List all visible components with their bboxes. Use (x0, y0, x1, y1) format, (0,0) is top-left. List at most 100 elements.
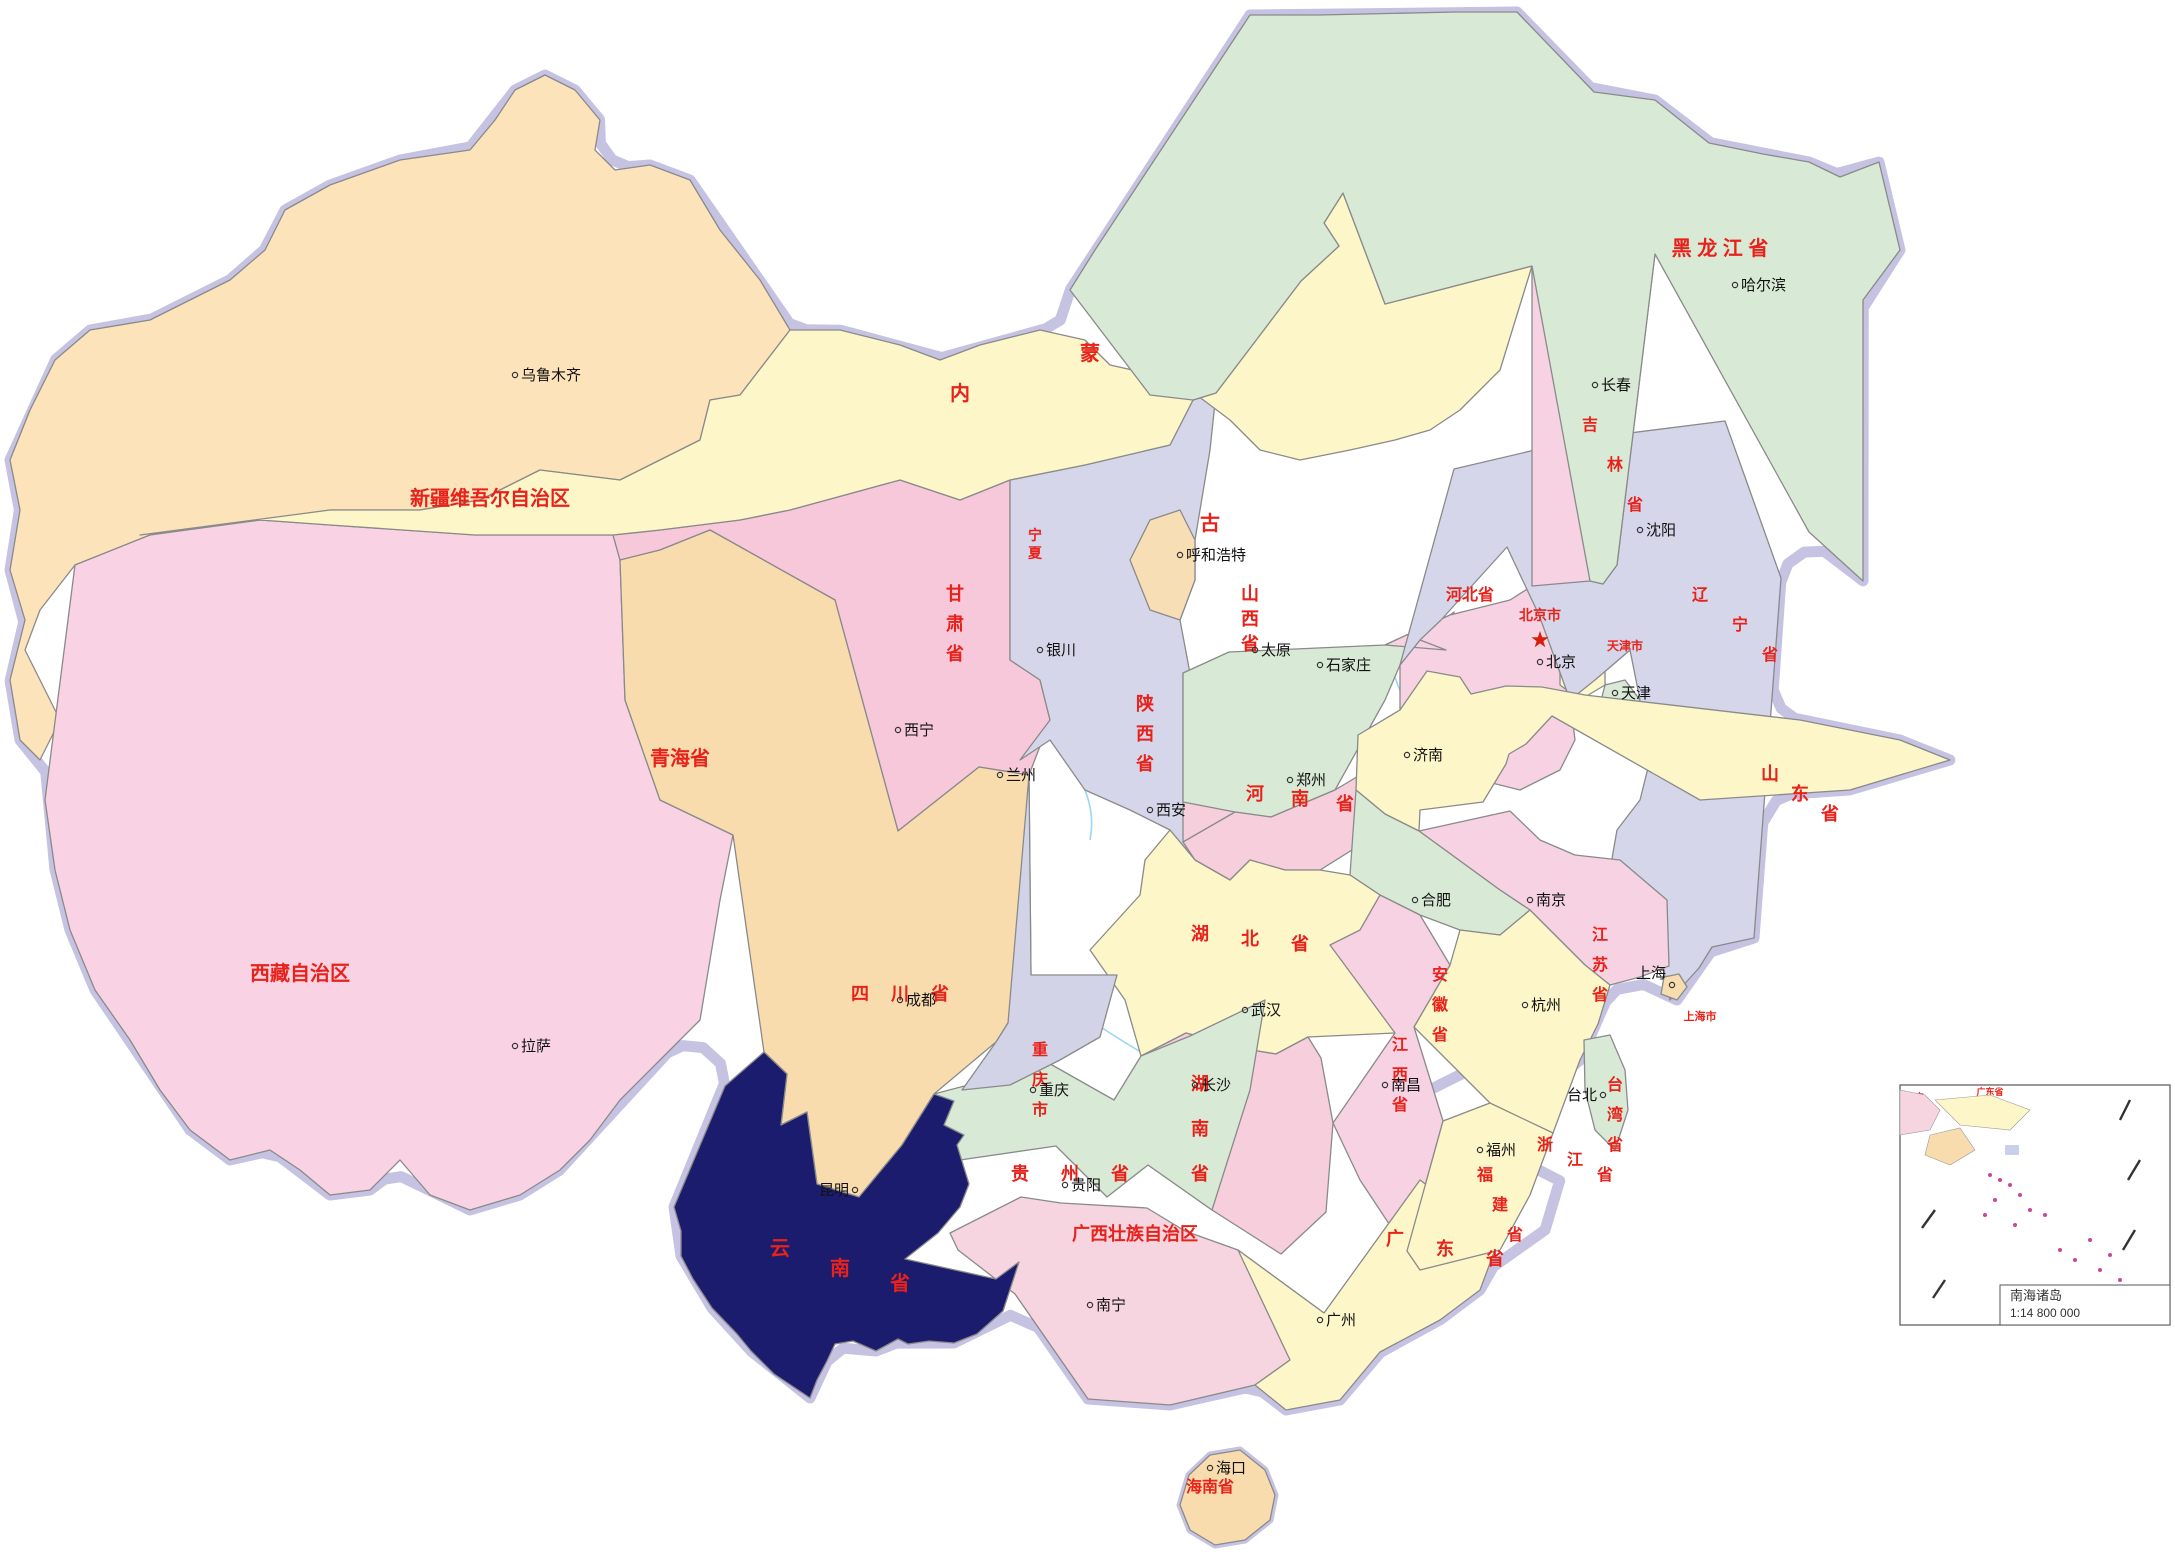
svg-text:长沙: 长沙 (1201, 1077, 1231, 1094)
svg-text:西藏自治区: 西藏自治区 (250, 961, 350, 985)
svg-text:省: 省 (889, 1272, 910, 1295)
svg-text:南: 南 (830, 1257, 850, 1280)
svg-text:东: 东 (1791, 783, 1809, 804)
svg-text:郑州: 郑州 (1296, 772, 1326, 789)
svg-text:建: 建 (1492, 1196, 1508, 1214)
svg-text:辽: 辽 (1692, 586, 1709, 604)
svg-text:天津市: 天津市 (1607, 638, 1643, 653)
svg-text:哈尔滨: 哈尔滨 (1741, 277, 1786, 294)
svg-text:古: 古 (1200, 511, 1220, 535)
svg-text:新疆维吾尔自治区: 新疆维吾尔自治区 (410, 486, 570, 510)
svg-text:林: 林 (1607, 455, 1623, 474)
svg-text:省: 省 (1290, 933, 1309, 954)
svg-text:台: 台 (1607, 1075, 1623, 1094)
svg-text:广西壮族自治区: 广西壮族自治区 (1072, 1223, 1198, 1244)
svg-text:长春: 长春 (1601, 377, 1631, 394)
svg-text:福州: 福州 (1486, 1142, 1516, 1159)
svg-text:天津: 天津 (1621, 685, 1651, 702)
svg-text:省: 省 (1110, 1163, 1129, 1184)
svg-text:省: 省 (1506, 1225, 1523, 1244)
svg-text:省: 省 (1606, 1135, 1623, 1154)
svg-text:江: 江 (1392, 1036, 1408, 1054)
svg-text:济南: 济南 (1413, 747, 1443, 764)
svg-text:黑 龙 江 省: 黑 龙 江 省 (1672, 236, 1769, 260)
svg-text:省: 省 (1335, 793, 1354, 814)
svg-text:海口: 海口 (1216, 1460, 1246, 1477)
svg-text:西安: 西安 (1156, 802, 1186, 819)
svg-text:兰州: 兰州 (1006, 767, 1036, 784)
svg-text:拉萨: 拉萨 (521, 1038, 551, 1055)
svg-text:安: 安 (1432, 965, 1448, 984)
svg-text:武汉: 武汉 (1251, 1002, 1281, 1019)
svg-text:上海: 上海 (1636, 965, 1666, 982)
svg-text:西宁: 西宁 (904, 722, 934, 739)
svg-text:杭州: 杭州 (1531, 997, 1561, 1014)
svg-text:徽: 徽 (1431, 995, 1449, 1014)
svg-text:贵: 贵 (1011, 1164, 1029, 1184)
svg-text:太原: 太原 (1261, 642, 1291, 659)
svg-text:广州: 广州 (1326, 1312, 1356, 1329)
svg-text:浙: 浙 (1537, 1135, 1553, 1154)
svg-text:省: 省 (1240, 633, 1259, 654)
svg-text:夏: 夏 (1028, 545, 1043, 561)
svg-text:山: 山 (1241, 584, 1259, 604)
svg-text:省: 省 (1431, 1025, 1448, 1044)
svg-text:贵阳: 贵阳 (1071, 1177, 1101, 1194)
svg-text:宁: 宁 (1732, 615, 1748, 634)
svg-text:南海诸岛: 南海诸岛 (2010, 1288, 2062, 1303)
svg-text:省: 省 (1591, 985, 1608, 1004)
svg-text:呼和浩特: 呼和浩特 (1186, 547, 1246, 564)
svg-text:陕: 陕 (1136, 693, 1154, 714)
svg-text:南宁: 南宁 (1096, 1297, 1126, 1314)
svg-text:省: 省 (945, 643, 964, 664)
svg-text:西: 西 (1241, 609, 1259, 629)
svg-text:南昌: 南昌 (1391, 1077, 1421, 1094)
svg-text:北京市: 北京市 (1519, 607, 1561, 623)
svg-text:吉: 吉 (1582, 415, 1598, 434)
svg-text:肃: 肃 (946, 613, 964, 634)
svg-text:银川: 银川 (1046, 642, 1076, 659)
svg-text:青海省: 青海省 (650, 746, 710, 770)
svg-text:西: 西 (1136, 724, 1154, 744)
svg-text:江: 江 (1567, 1151, 1583, 1169)
svg-text:河: 河 (1246, 784, 1264, 804)
svg-text:省: 省 (1596, 1165, 1613, 1184)
svg-text:湾: 湾 (1607, 1105, 1623, 1124)
svg-text:成都: 成都 (906, 992, 936, 1009)
svg-text:福: 福 (1476, 1165, 1493, 1184)
svg-text:山: 山 (1761, 764, 1779, 784)
svg-text:重: 重 (1032, 1040, 1048, 1059)
svg-text:省: 省 (1485, 1248, 1504, 1269)
svg-text:东: 东 (1436, 1238, 1454, 1259)
svg-text:甘: 甘 (946, 584, 964, 604)
svg-text:重庆: 重庆 (1039, 1082, 1069, 1099)
svg-text:湖: 湖 (1191, 924, 1209, 944)
svg-text:北: 北 (1241, 929, 1259, 949)
svg-text:市: 市 (1032, 1100, 1048, 1119)
svg-text:海南省: 海南省 (1186, 1477, 1234, 1496)
svg-text:省: 省 (1391, 1095, 1408, 1114)
svg-text:省: 省 (1761, 645, 1778, 664)
svg-text:沈阳: 沈阳 (1646, 522, 1676, 539)
svg-text:南: 南 (1191, 1118, 1209, 1139)
svg-text:蒙: 蒙 (1080, 342, 1100, 365)
svg-text:苏: 苏 (1592, 955, 1608, 974)
svg-text:省: 省 (1135, 753, 1154, 774)
svg-text:南京: 南京 (1536, 892, 1566, 909)
svg-text:江: 江 (1592, 926, 1608, 944)
svg-text:合肥: 合肥 (1421, 892, 1451, 909)
svg-text:河北省: 河北省 (1446, 585, 1494, 604)
svg-text:广: 广 (1386, 1228, 1404, 1249)
svg-text:省: 省 (1820, 803, 1839, 824)
svg-text:省: 省 (1626, 495, 1643, 514)
svg-text:内: 内 (950, 381, 970, 405)
svg-text:四: 四 (851, 984, 869, 1004)
svg-text:昆明: 昆明 (819, 1182, 849, 1199)
svg-text:北京: 北京 (1546, 654, 1576, 671)
svg-text:宁: 宁 (1028, 527, 1042, 543)
svg-text:乌鲁木齐: 乌鲁木齐 (521, 367, 581, 384)
svg-text:省: 省 (1190, 1163, 1209, 1184)
svg-text:石家庄: 石家庄 (1326, 656, 1371, 674)
svg-text:云: 云 (770, 1238, 790, 1260)
svg-text:南: 南 (1291, 788, 1309, 809)
